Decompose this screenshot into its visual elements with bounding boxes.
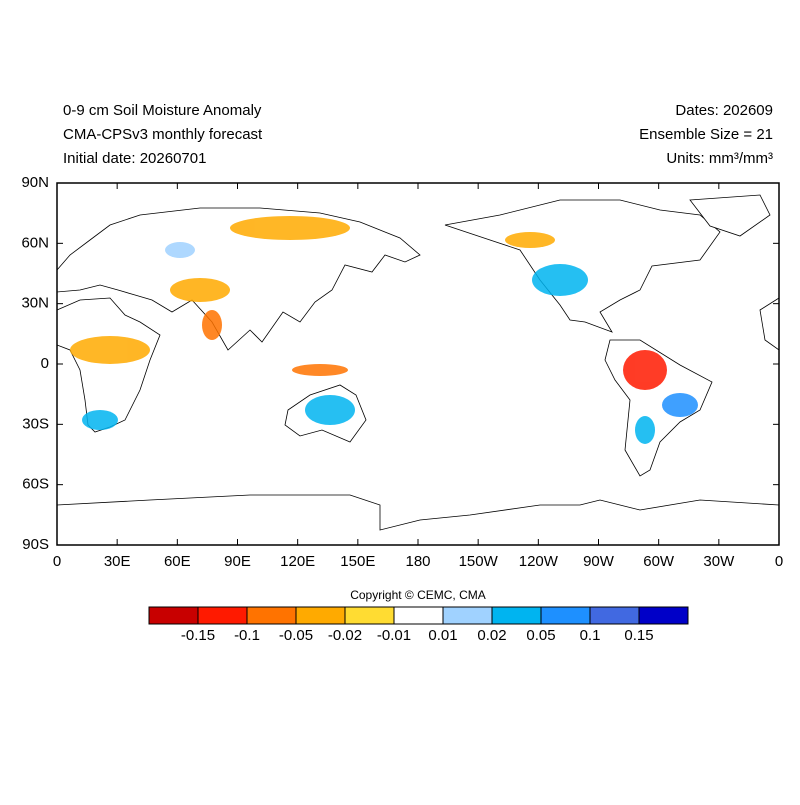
lat-tick-label: 30N — [21, 295, 49, 312]
colorbar-box — [589, 606, 640, 625]
colorbar-label: 0.1 — [580, 627, 601, 644]
lat-tick-label: 60S — [22, 476, 49, 493]
lon-tick-label: 0 — [775, 553, 783, 570]
lat-tick-label: 60N — [21, 234, 49, 251]
colorbar-label: -0.15 — [181, 627, 215, 644]
shade — [70, 336, 150, 364]
colorbar-box — [148, 606, 199, 625]
lon-tick-label: 120E — [280, 553, 315, 570]
map-layer — [56, 194, 780, 531]
africa — [56, 297, 161, 433]
colorbar-label: -0.01 — [377, 627, 411, 644]
lat-tick-label: 0 — [41, 355, 49, 372]
info: Dates: 202609 — [675, 102, 773, 119]
info: Ensemble Size = 21 — [639, 126, 773, 143]
colorbar-label: -0.1 — [234, 627, 260, 644]
lat-tick-label: 30S — [22, 415, 49, 432]
greenland — [689, 194, 771, 237]
colorbar-label: 0.05 — [526, 627, 555, 644]
antarctica-coast — [56, 494, 780, 531]
colorbar-label: 0.02 — [477, 627, 506, 644]
subtitle: CMA-CPSv3 monthly forecast — [63, 126, 263, 143]
shade — [305, 395, 355, 425]
colorbar-label: 0.15 — [624, 627, 653, 644]
shade — [623, 350, 667, 390]
lon-tick-label: 30E — [104, 553, 131, 570]
colorbar-label: -0.02 — [328, 627, 362, 644]
colorbar-label: -0.05 — [279, 627, 313, 644]
anomaly-shading — [70, 216, 698, 444]
lon-tick-label: 0 — [53, 553, 61, 570]
title: 0-9 cm Soil Moisture Anomaly — [63, 102, 262, 119]
lon-tick-label: 30W — [703, 553, 735, 570]
shade — [165, 242, 195, 258]
colorbar-box — [638, 606, 689, 625]
lat-tick-label: 90N — [21, 174, 49, 191]
colorbar-box — [344, 606, 395, 625]
shade — [292, 364, 348, 376]
subtitle: Initial date: 20260701 — [63, 150, 206, 167]
lon-tick-label: 180 — [405, 553, 430, 570]
shade — [170, 278, 230, 302]
colorbar-box — [442, 606, 493, 625]
lon-tick-label: 90E — [224, 553, 251, 570]
shade — [230, 216, 350, 240]
colorbar-box — [491, 606, 542, 625]
lon-tick-label: 150E — [340, 553, 375, 570]
lon-tick-label: 150W — [459, 553, 499, 570]
lon-tick-label: 60W — [643, 553, 675, 570]
info: Units: mm³/mm³ — [666, 150, 773, 167]
lat-tick-label: 90S — [22, 536, 49, 553]
shade — [532, 264, 588, 296]
colorbar-box — [540, 606, 591, 625]
colorbar-label: 0.01 — [428, 627, 457, 644]
lon-tick-label: 60E — [164, 553, 191, 570]
shade — [82, 410, 118, 430]
colorbar-box — [197, 606, 248, 625]
colorbar-box — [393, 606, 444, 625]
eurasia — [56, 207, 421, 351]
copyright: Copyright © CEMC, CMA — [350, 588, 486, 602]
shade — [662, 393, 698, 417]
colorbar-box — [295, 606, 346, 625]
shade — [635, 416, 655, 444]
shade — [202, 310, 222, 340]
lon-tick-label: 90W — [583, 553, 615, 570]
shade — [505, 232, 555, 248]
colorbar-box — [246, 606, 297, 625]
lon-tick-label: 120W — [519, 553, 559, 570]
